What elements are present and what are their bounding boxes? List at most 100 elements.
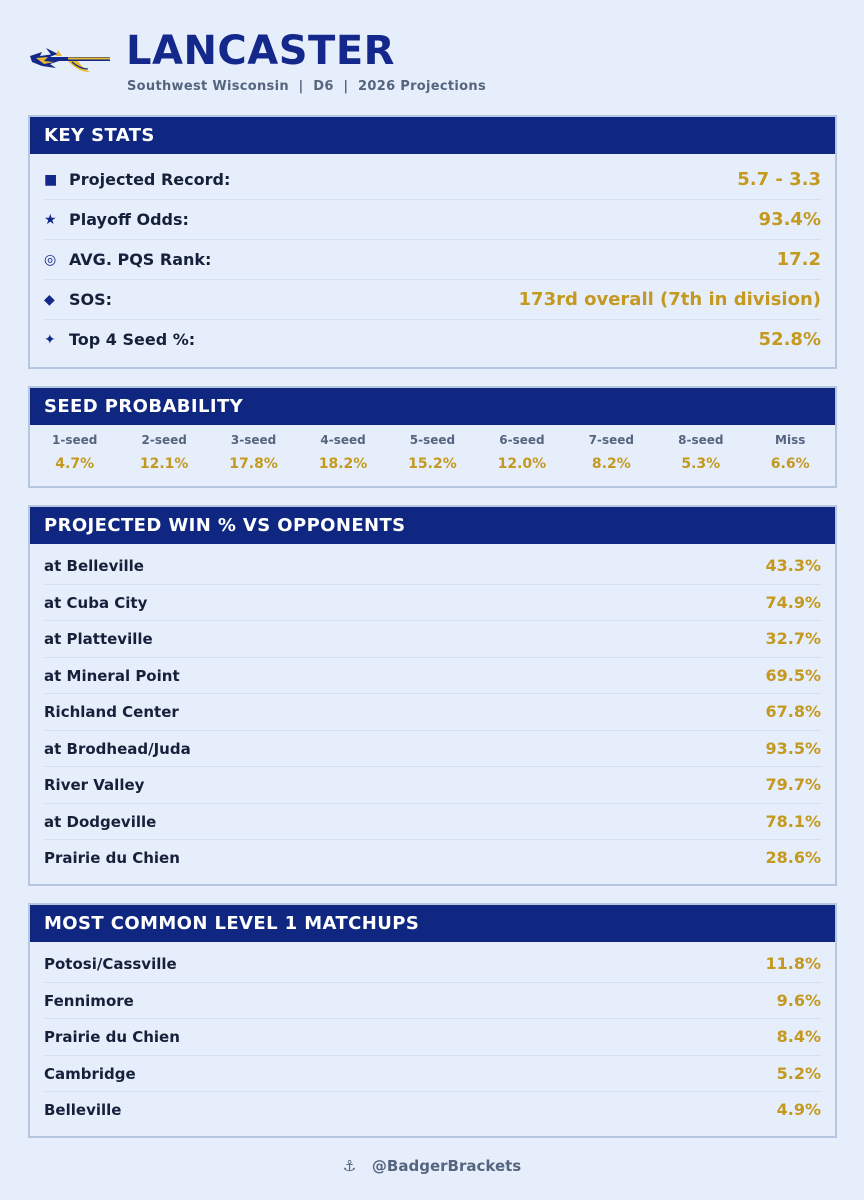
matchup-row: Prairie du Chien 8.4% [44, 1019, 821, 1056]
seed-column: 2-seed 12.1% [119, 425, 208, 487]
seed-label: Miss [775, 433, 806, 447]
team-subtitle: Southwest Wisconsin | D6 | 2026 Projecti… [127, 79, 486, 94]
key-stat-row-pqs-rank: ◎ AVG. PQS Rank: 17.2 [44, 240, 821, 280]
opponent-name: River Valley [44, 776, 145, 794]
seed-label: 7-seed [588, 433, 635, 447]
seed-value: 17.8% [229, 456, 278, 472]
opponent-row: at Brodhead/Juda 93.5% [44, 731, 821, 767]
seed-value: 15.2% [408, 456, 457, 472]
opponent-win-pct: 32.7% [765, 629, 821, 648]
seed-label: 1-seed [52, 433, 98, 447]
matchup-name: Belleville [44, 1101, 122, 1119]
seed-column: 6-seed 12.0% [477, 425, 566, 487]
matchups-title: MOST COMMON LEVEL 1 MATCHUPS [30, 905, 835, 942]
opponents-title: PROJECTED WIN % VS OPPONENTS [30, 507, 835, 544]
opponent-name: Richland Center [44, 703, 179, 721]
seed-column: 7-seed 8.2% [567, 425, 656, 487]
team-name: LANCASTER [126, 28, 395, 74]
seed-column: 4-seed 18.2% [298, 425, 387, 487]
seed-label: 4-seed [320, 433, 366, 447]
key-stat-label: AVG. PQS Rank: [69, 250, 212, 269]
opponent-row: Richland Center 67.8% [44, 694, 821, 731]
seed-column: 1-seed 4.7% [30, 425, 119, 487]
seed-value: 18.2% [318, 456, 368, 472]
square-icon: ■ [44, 172, 58, 188]
opponent-row: at Cuba City 74.9% [44, 585, 821, 621]
opponent-name: at Platteville [44, 630, 153, 648]
opponent-name: at Brodhead/Juda [44, 739, 191, 758]
opponent-name: at Belleville [44, 557, 144, 575]
opponent-win-pct: 67.8% [765, 702, 821, 721]
opponent-win-pct: 43.3% [765, 556, 821, 575]
opponent-win-pct: 69.5% [765, 665, 821, 685]
opponent-win-pct: 78.1% [765, 811, 821, 831]
seed-column: 8-seed 5.3% [656, 425, 745, 487]
opponent-win-pct: 74.9% [765, 592, 821, 612]
opponents-panel: PROJECTED WIN % VS OPPONENTS at Bellevil… [28, 505, 837, 886]
matchup-name: Fennimore [44, 991, 134, 1010]
seed-label: 8-seed [678, 433, 724, 447]
footer-handle[interactable]: @BadgerBrackets [371, 1157, 522, 1175]
opponent-row: River Valley 79.7% [44, 767, 821, 804]
key-stats-panel: KEY STATS ■ Projected Record: 5.7 - 3.3 … [28, 115, 837, 369]
seed-grid: 1-seed 4.7% 2-seed 12.1% 3-seed 17.8% 4-… [30, 425, 835, 487]
target-icon: ◎ [44, 252, 57, 268]
key-stat-label: Projected Record: [69, 170, 231, 189]
seed-column: 5-seed 15.2% [388, 425, 477, 487]
anchor-icon: ⚓ [342, 1157, 357, 1175]
sparkle-icon: ✦ [44, 332, 56, 348]
matchup-row: Fennimore 9.6% [44, 983, 821, 1019]
opponent-row: at Belleville 43.3% [44, 548, 821, 585]
page-header: LANCASTER Southwest Wisconsin | D6 | 202… [28, 28, 836, 100]
seed-label: 6-seed [499, 433, 545, 447]
matchup-name: Potosi/Cassville [44, 955, 177, 973]
key-stat-label: SOS: [69, 290, 113, 309]
key-stat-value: 173rd overall (7th in division) [518, 289, 821, 310]
star-icon: ★ [44, 212, 57, 228]
matchup-pct: 8.4% [776, 1027, 821, 1046]
seed-value: 12.0% [497, 456, 547, 472]
matchups-panel: MOST COMMON LEVEL 1 MATCHUPS Potosi/Cass… [28, 903, 837, 1138]
seed-value: 12.1% [139, 456, 189, 472]
key-stat-label: Top 4 Seed %: [69, 330, 196, 349]
opponent-win-pct: 93.5% [765, 738, 821, 758]
key-stat-value: 52.8% [758, 329, 821, 350]
matchup-pct: 5.2% [776, 1063, 821, 1083]
matchup-pct: 4.9% [776, 1100, 821, 1119]
seed-value: 6.6% [770, 456, 810, 472]
matchup-pct: 11.8% [765, 954, 821, 973]
opponent-row: at Mineral Point 69.5% [44, 658, 821, 694]
opponent-row: at Dodgeville 78.1% [44, 804, 821, 840]
matchup-row: Cambridge 5.2% [44, 1056, 821, 1092]
matchup-row: Potosi/Cassville 11.8% [44, 946, 821, 983]
opponent-name: Prairie du Chien [44, 849, 180, 867]
seed-value: 4.7% [55, 456, 95, 472]
key-stat-row-playoff-odds: ★ Playoff Odds: 93.4% [44, 200, 821, 240]
opponent-row: at Platteville 32.7% [44, 621, 821, 658]
seed-label: 3-seed [230, 433, 277, 447]
key-stat-value: 17.2 [776, 249, 821, 270]
key-stats-title: KEY STATS [30, 117, 835, 154]
key-stat-value: 93.4% [758, 209, 821, 230]
seed-probability-panel: SEED PROBABILITY 1-seed 4.7% 2-seed 12.1… [28, 386, 837, 488]
key-stat-row-top4-seed: ✦ Top 4 Seed %: 52.8% [44, 320, 821, 360]
matchup-name: Cambridge [44, 1064, 136, 1083]
opponent-win-pct: 79.7% [765, 775, 821, 794]
seed-probability-title: SEED PROBABILITY [30, 388, 835, 425]
matchup-name: Prairie du Chien [44, 1028, 180, 1046]
matchup-row: Belleville 4.9% [44, 1092, 821, 1129]
opponent-row: Prairie du Chien 28.6% [44, 840, 821, 877]
seed-column: Miss 6.6% [746, 425, 835, 487]
matchup-pct: 9.6% [776, 990, 821, 1010]
seed-label: 5-seed [409, 433, 456, 447]
footer: ⚓ @BadgerBrackets [0, 1157, 864, 1175]
key-stat-value: 5.7 - 3.3 [737, 169, 821, 190]
opponent-name: at Dodgeville [44, 812, 157, 831]
opponent-win-pct: 28.6% [765, 848, 821, 867]
key-stat-label: Playoff Odds: [69, 210, 189, 229]
seed-column: 3-seed 17.8% [209, 425, 298, 487]
seed-value: 8.2% [591, 456, 631, 472]
key-stat-row-record: ■ Projected Record: 5.7 - 3.3 [44, 160, 821, 200]
key-stat-row-sos: ◆ SOS: 173rd overall (7th in division) [44, 280, 821, 320]
spear-logo-icon [30, 48, 110, 72]
